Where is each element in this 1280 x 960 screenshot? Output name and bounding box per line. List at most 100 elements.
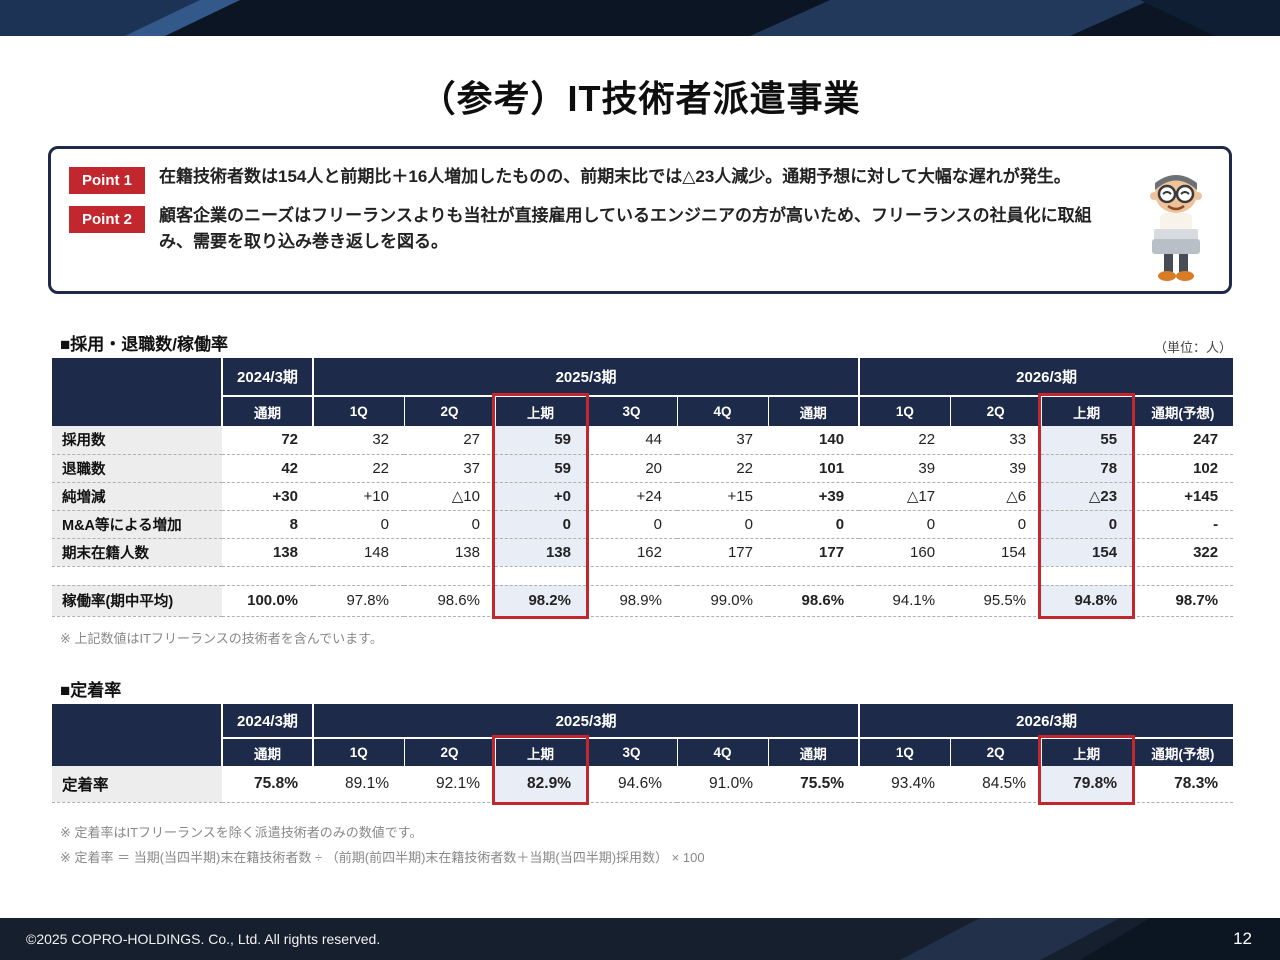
table-cell: +30 <box>222 482 313 511</box>
table-cell: 322 <box>1132 538 1234 567</box>
table-cell: 94.1% <box>859 585 951 617</box>
col-header: 通期 <box>222 737 314 766</box>
col-header: 通期 <box>768 395 861 426</box>
table-cell: 55 <box>1041 426 1133 455</box>
row-label: 期末在籍人数 <box>52 538 222 567</box>
table-cell: 99.0% <box>677 585 768 617</box>
table-cell: +15 <box>677 482 768 511</box>
table-cell: 98.6% <box>768 585 860 617</box>
table-cell: 94.8% <box>1041 585 1133 617</box>
table-cell: 27 <box>404 426 495 455</box>
col-header: 3Q <box>586 395 678 426</box>
table-cell: 0 <box>404 510 495 539</box>
year-header-2025: 2025/3期 <box>313 358 861 396</box>
point-row-2: Point 2 顧客企業のニーズはフリーランスよりも当社が直接雇用しているエンジ… <box>69 203 1111 254</box>
recruit-table: 2024/3期 2025/3期 2026/3期 通期 1Q 2Q 上期 3Q 4… <box>52 358 1234 617</box>
table-cell: 89.1% <box>313 766 404 803</box>
row-label: 退職数 <box>52 454 222 483</box>
table-cell: 92.1% <box>404 766 495 803</box>
recruit-section-title: ■採用・退職数/稼働率 <box>60 335 228 354</box>
col-header: 通期 <box>768 737 861 766</box>
year-header-row: 2024/3期 2025/3期 2026/3期 <box>52 358 1234 426</box>
point2-text: 顧客企業のニーズはフリーランスよりも当社が直接雇用しているエンジニアの方が高いた… <box>159 206 1092 251</box>
table-cell: △10 <box>404 482 495 511</box>
col-header: 上期 <box>1041 737 1133 766</box>
table-cell: △6 <box>950 482 1042 511</box>
table-corner <box>52 704 223 766</box>
col-header: 通期(予想) <box>1132 395 1234 426</box>
row-label: 稼働率(期中平均) <box>52 585 222 617</box>
table-cell: 0 <box>313 510 404 539</box>
mascot-illustration <box>1150 175 1202 281</box>
point1-badge: Point 1 <box>69 167 146 194</box>
point2-badge: Point 2 <box>69 206 146 233</box>
table-cell: 0 <box>495 510 586 539</box>
table-cell: 148 <box>313 538 404 567</box>
table-cell: 100.0% <box>222 585 313 617</box>
table-cell: 95.5% <box>950 585 1042 617</box>
table-cell: 93.4% <box>859 766 951 803</box>
page-title: （参考）IT技術者派遣事業 <box>419 78 861 119</box>
table-cell: 32 <box>313 426 404 455</box>
table-cell: 79.8% <box>1041 766 1133 803</box>
col-header: 4Q <box>677 737 769 766</box>
quarter-header-row: 通期 1Q 2Q 上期 3Q 4Q 通期 1Q 2Q 上期 通期(予想) <box>52 395 1234 426</box>
table-row: 稼働率(期中平均) 100.0% 97.8% 98.6% 98.2% 98.9%… <box>52 585 1234 617</box>
table-row: 期末在籍人数 138 148 138 138 162 177 177 160 1… <box>52 538 1234 567</box>
table-cell: 98.7% <box>1132 585 1234 617</box>
table-cell: +24 <box>586 482 677 511</box>
table-cell: 39 <box>859 454 951 483</box>
table-cell: 160 <box>859 538 951 567</box>
recruit-table-note: ※ 上記数値はITフリーランスの技術者を含んでいます。 <box>60 631 383 646</box>
table-cell: 154 <box>950 538 1042 567</box>
copyright-text: ©2025 COPRO-HOLDINGS. Co., Ltd. All righ… <box>26 931 381 947</box>
table-cell: 138 <box>495 538 586 567</box>
table-cell: 33 <box>950 426 1042 455</box>
row-label: 定着率 <box>52 766 222 803</box>
table-cell: 91.0% <box>677 766 768 803</box>
table-cell: 22 <box>313 454 404 483</box>
table-row: 定着率 75.8% 89.1% 92.1% 82.9% 94.6% 91.0% … <box>52 766 1234 803</box>
footer-bar: ©2025 COPRO-HOLDINGS. Co., Ltd. All righ… <box>0 918 1280 960</box>
table-cell: 101 <box>768 454 860 483</box>
table-cell: 22 <box>677 454 768 483</box>
spacer-row <box>52 566 1234 586</box>
col-header: 通期 <box>222 395 314 426</box>
table-cell: 44 <box>586 426 677 455</box>
col-header: 4Q <box>677 395 769 426</box>
table-cell: 162 <box>586 538 677 567</box>
table-row: 退職数 42 22 37 59 20 22 101 39 39 78 102 <box>52 454 1234 483</box>
table-row: 採用数 72 32 27 59 44 37 140 22 33 55 247 <box>52 426 1234 455</box>
year-header-2025: 2025/3期 <box>313 704 861 738</box>
year-header-2026: 2026/3期 <box>859 704 1234 738</box>
col-header: 1Q <box>859 737 951 766</box>
col-header: 上期 <box>495 395 587 426</box>
table-cell: 0 <box>586 510 677 539</box>
table-cell: 0 <box>768 510 860 539</box>
col-header: 2Q <box>950 737 1042 766</box>
table-cell: 140 <box>768 426 860 455</box>
table-cell: 0 <box>1041 510 1133 539</box>
table-cell: 0 <box>859 510 951 539</box>
table-cell: 102 <box>1132 454 1234 483</box>
col-header: 上期 <box>1041 395 1133 426</box>
table-cell: 138 <box>222 538 313 567</box>
col-header: 通期(予想) <box>1132 737 1234 766</box>
table-cell: +39 <box>768 482 860 511</box>
table-cell: 20 <box>586 454 677 483</box>
table-cell: △17 <box>859 482 951 511</box>
point1-text: 在籍技術者数は154人と前期比＋16人増加したものの、前期末比では△23人減少。… <box>159 167 1071 186</box>
table-cell: 177 <box>768 538 860 567</box>
table-cell: 98.9% <box>586 585 677 617</box>
table-cell: 37 <box>404 454 495 483</box>
spacer-cell <box>52 566 1234 586</box>
table-cell: 98.6% <box>404 585 495 617</box>
table-cell: 177 <box>677 538 768 567</box>
table-cell: +145 <box>1132 482 1234 511</box>
retention-section-title: ■定着率 <box>60 681 122 700</box>
table-cell: 0 <box>950 510 1042 539</box>
table-cell: +0 <box>495 482 586 511</box>
table-cell: 94.6% <box>586 766 677 803</box>
table-cell: +10 <box>313 482 404 511</box>
